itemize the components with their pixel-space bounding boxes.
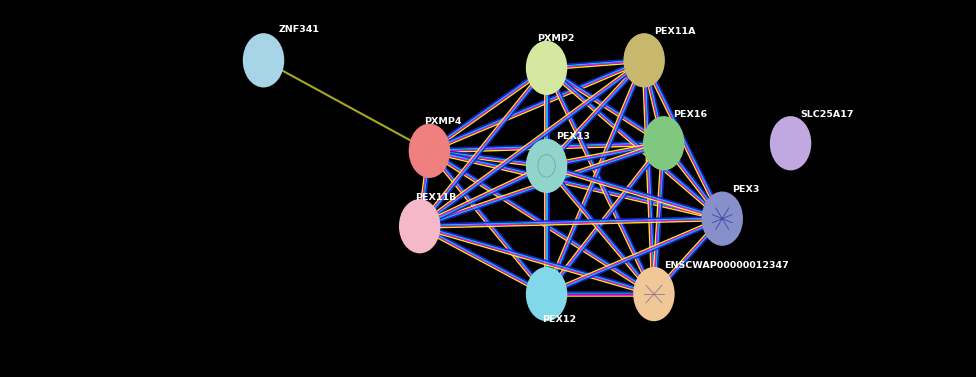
- Ellipse shape: [633, 267, 674, 321]
- Text: SLC25A17: SLC25A17: [800, 110, 854, 119]
- Ellipse shape: [526, 267, 567, 321]
- Text: PEX12: PEX12: [542, 315, 576, 324]
- Text: PEX3: PEX3: [732, 185, 759, 194]
- Text: PXMP4: PXMP4: [425, 117, 462, 126]
- Ellipse shape: [770, 116, 811, 170]
- Ellipse shape: [643, 116, 684, 170]
- Text: PEX16: PEX16: [673, 110, 708, 119]
- Ellipse shape: [526, 139, 567, 193]
- Ellipse shape: [702, 192, 743, 246]
- Text: PXMP2: PXMP2: [537, 34, 574, 43]
- Text: ZNF341: ZNF341: [278, 25, 319, 34]
- Text: ENSCWAP00000012347: ENSCWAP00000012347: [664, 261, 789, 270]
- Ellipse shape: [526, 41, 567, 95]
- Ellipse shape: [624, 33, 665, 87]
- Ellipse shape: [399, 199, 440, 253]
- Text: PEX11B: PEX11B: [415, 193, 456, 202]
- Text: PEX13: PEX13: [556, 132, 590, 141]
- Ellipse shape: [243, 33, 284, 87]
- Text: PEX11A: PEX11A: [654, 27, 696, 36]
- Ellipse shape: [409, 124, 450, 178]
